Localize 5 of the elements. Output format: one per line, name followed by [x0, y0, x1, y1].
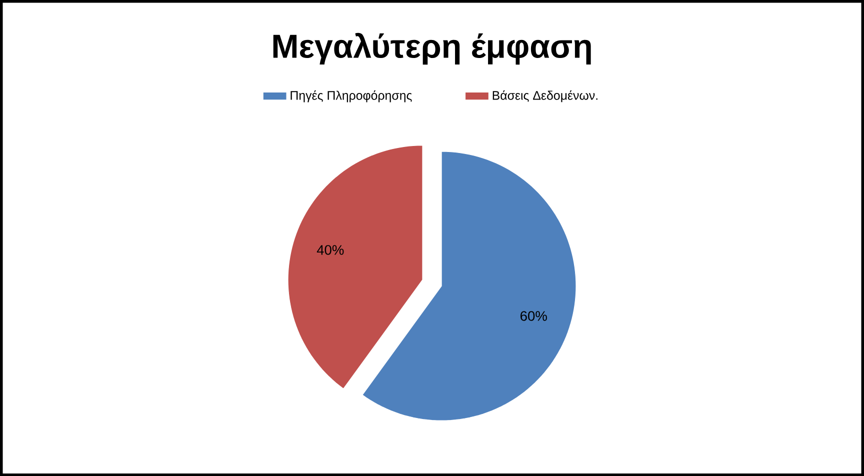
data-label: 60%: [520, 311, 547, 321]
data-label: 40%: [316, 244, 344, 255]
chart-title: Μεγαλύτερη έμφαση: [273, 32, 591, 64]
legend-label: Πηγές Πληροφόρησης: [290, 90, 412, 102]
legend-label: Βάσεις Δεδομένων.: [492, 90, 598, 102]
